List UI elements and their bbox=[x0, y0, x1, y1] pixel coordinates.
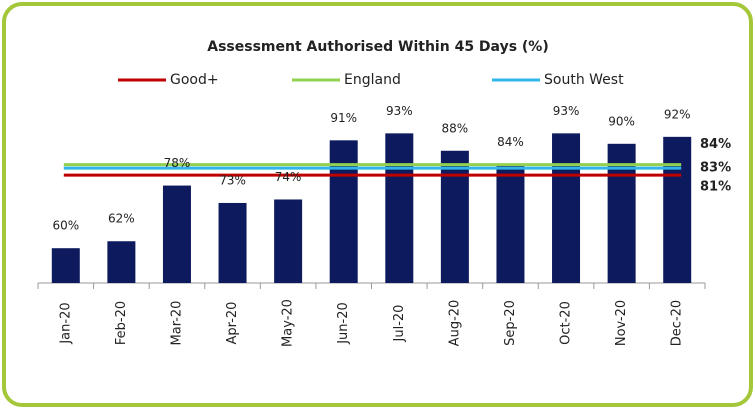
legend-label: England bbox=[344, 72, 401, 88]
bar bbox=[496, 164, 525, 283]
legend-label: Good+ bbox=[170, 72, 219, 88]
value-label: 93% bbox=[553, 104, 580, 118]
bar bbox=[663, 136, 692, 283]
reference-label: 83% bbox=[700, 161, 731, 176]
bar bbox=[274, 199, 303, 283]
bar bbox=[107, 241, 136, 283]
value-label: 91% bbox=[330, 111, 357, 125]
value-label: 93% bbox=[386, 104, 413, 118]
legend-label: South West bbox=[544, 72, 624, 88]
bar bbox=[329, 140, 358, 283]
value-label: 62% bbox=[108, 212, 135, 226]
x-tick-label: Feb-20 bbox=[114, 301, 129, 345]
reference-label: 84% bbox=[700, 137, 731, 152]
x-tick-label: Nov-20 bbox=[614, 300, 629, 346]
value-label: 74% bbox=[275, 170, 302, 184]
bar bbox=[162, 185, 191, 283]
bar bbox=[385, 133, 414, 283]
value-label: 92% bbox=[664, 107, 691, 121]
bar bbox=[440, 150, 469, 283]
x-tick-label: Aug-20 bbox=[447, 300, 462, 347]
x-tick-label: Oct-20 bbox=[559, 301, 574, 345]
bar bbox=[552, 133, 581, 283]
reference-label: 81% bbox=[700, 180, 731, 195]
value-label: 60% bbox=[52, 219, 79, 233]
x-tick-label: May-20 bbox=[281, 299, 296, 347]
chart-title: Assessment Authorised Within 45 Days (%) bbox=[207, 39, 548, 55]
x-tick-label: Jul-20 bbox=[392, 305, 407, 343]
value-label: 73% bbox=[219, 173, 246, 187]
x-tick-label: Dec-20 bbox=[670, 300, 685, 346]
x-tick-label: Sep-20 bbox=[503, 300, 518, 346]
x-tick-label: Jan-20 bbox=[58, 302, 73, 344]
x-tick-label: Mar-20 bbox=[169, 301, 184, 346]
bar bbox=[218, 202, 247, 283]
value-label: 84% bbox=[497, 135, 524, 149]
bar bbox=[51, 248, 80, 283]
value-label: 78% bbox=[164, 156, 191, 170]
value-label: 88% bbox=[442, 121, 469, 135]
x-tick-label: Jun-20 bbox=[336, 302, 351, 345]
x-tick-label: Apr-20 bbox=[225, 302, 240, 345]
value-label: 90% bbox=[608, 114, 635, 128]
